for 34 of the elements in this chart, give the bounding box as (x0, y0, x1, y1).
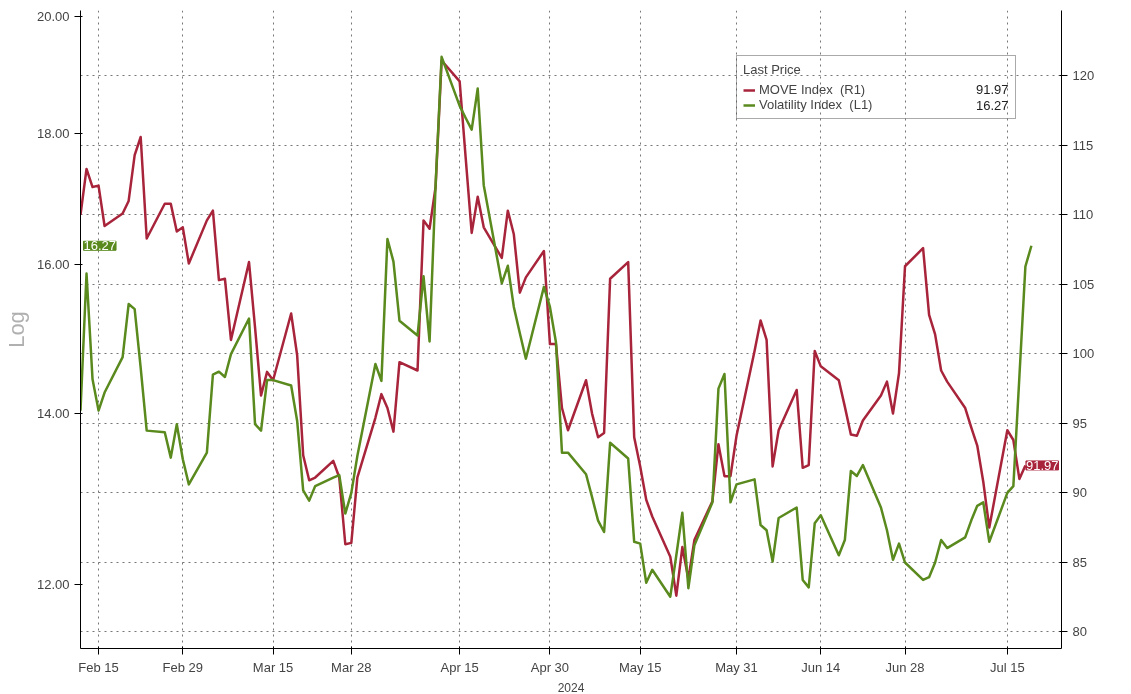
x-tick-label: Feb 15 (78, 659, 119, 675)
y2-tick-label: 85 (1072, 554, 1087, 570)
y-tick-label: 18.00 (36, 125, 70, 141)
y2-tick-label: 115 (1072, 137, 1094, 153)
x-tick-label: Apr 15 (440, 659, 479, 675)
legend-label: MOVE Index (R1) (759, 82, 866, 97)
y-axis-title: Log (3, 311, 29, 348)
y2-tick-label: 90 (1072, 485, 1087, 501)
y2-tick-label: 95 (1072, 415, 1087, 431)
x-tick-label: Jul 15 (989, 659, 1025, 675)
x-tick-label: May 15 (618, 659, 662, 675)
x-tick-label: Jun 28 (885, 659, 925, 675)
x-tick-label: Apr 30 (530, 659, 570, 675)
text: 16.27 (975, 98, 1009, 113)
x-tick-label: Jun 14 (801, 659, 841, 675)
y2-tick-label: 120 (1072, 68, 1095, 84)
y-tick-label: 20.00 (36, 8, 70, 24)
annotation: 91.97 (1025, 457, 1059, 473)
y2-tick-label: 110 (1072, 207, 1094, 223)
x-tick-label: Mar 15 (252, 659, 294, 675)
annotation: 16.27 (83, 238, 117, 254)
y2-tick-label: 105 (1072, 276, 1095, 292)
text: 91.97 (975, 82, 1009, 97)
y-tick-label: 12.00 (36, 577, 70, 593)
x-tick-label: Mar 28 (331, 659, 372, 675)
y2-tick-label: 100 (1072, 346, 1095, 362)
y2-tick-label: 80 (1072, 624, 1087, 640)
y-tick-label: 16.00 (36, 256, 70, 272)
legend-title: Last Price (743, 62, 802, 77)
x-tick-label: Feb 29 (162, 659, 204, 675)
legend-label: Volatility Index (L1) (759, 97, 873, 112)
x-axis-title: 2024 (557, 680, 585, 694)
x-tick-label: May 31 (715, 659, 758, 675)
y-tick-label: 14.00 (36, 405, 70, 421)
